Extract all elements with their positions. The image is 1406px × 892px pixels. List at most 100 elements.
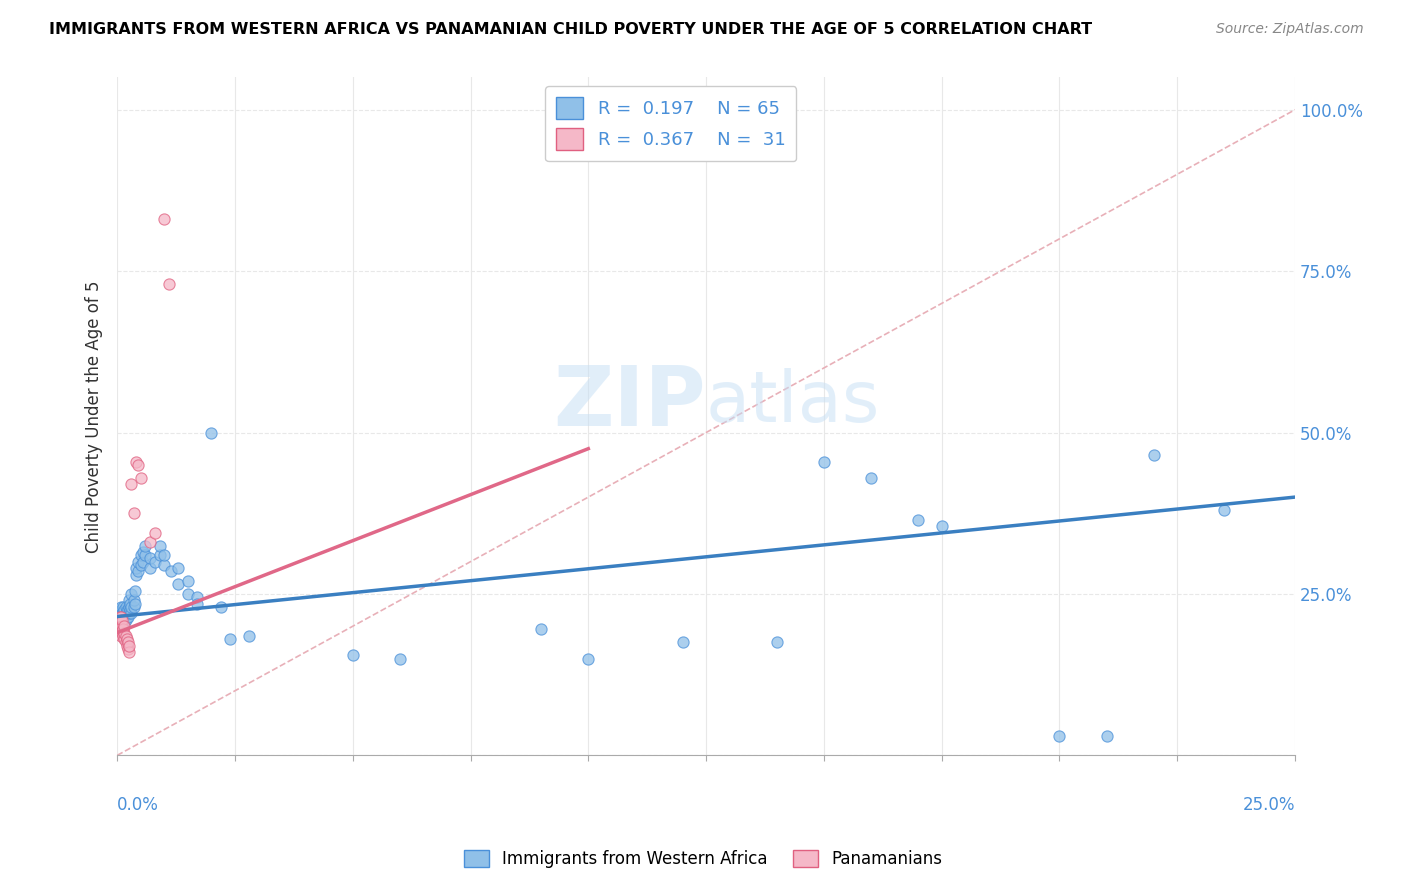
Point (110, 609, 132, 624)
Point (149, 539, 172, 553)
Point (111, 619, 134, 633)
Point (388, 651, 411, 665)
Point (110, 629, 132, 643)
Point (160, 565, 183, 579)
Point (115, 639, 138, 653)
Point (1049, 729, 1071, 743)
Point (127, 555, 149, 569)
Point (132, 545, 155, 559)
Point (765, 635, 787, 649)
Point (111, 623, 134, 637)
Point (124, 597, 146, 611)
Point (143, 525, 166, 540)
Point (132, 555, 155, 569)
Point (1143, 448, 1166, 462)
Point (114, 599, 136, 614)
Point (118, 639, 141, 653)
Point (118, 645, 141, 659)
Point (129, 548, 152, 562)
Text: atlas: atlas (706, 368, 880, 437)
Text: 0.0%: 0.0% (117, 796, 159, 814)
Point (186, 597, 208, 611)
Point (114, 613, 136, 627)
Point (120, 477, 142, 491)
Point (127, 565, 149, 579)
Point (111, 599, 134, 614)
Point (114, 629, 136, 643)
Point (931, 519, 953, 533)
Text: Source: ZipAtlas.com: Source: ZipAtlas.com (1216, 22, 1364, 37)
Point (129, 471, 152, 485)
Point (200, 425, 222, 440)
Point (859, 471, 882, 485)
Point (120, 599, 142, 614)
Point (907, 513, 929, 527)
Point (1095, 729, 1118, 743)
Point (129, 558, 152, 572)
Point (111, 609, 134, 624)
Point (157, 277, 180, 291)
Point (114, 607, 136, 621)
Point (112, 609, 135, 624)
Point (117, 635, 139, 649)
Point (114, 635, 136, 649)
Point (125, 567, 148, 582)
Point (139, 561, 162, 575)
Legend: Immigrants from Western Africa, Panamanians: Immigrants from Western Africa, Panamani… (457, 843, 949, 875)
Text: 25.0%: 25.0% (1243, 796, 1295, 814)
Legend: R =  0.197    N = 65, R =  0.367    N =  31: R = 0.197 N = 65, R = 0.367 N = 31 (546, 87, 796, 161)
Point (167, 561, 190, 575)
Point (112, 619, 135, 633)
Point (111, 615, 134, 630)
Point (108, 615, 131, 630)
Point (122, 599, 145, 614)
Point (177, 574, 200, 588)
Point (576, 651, 599, 665)
Point (219, 632, 242, 647)
Text: ZIP: ZIP (554, 362, 706, 443)
Point (153, 548, 176, 562)
Point (153, 558, 176, 572)
Point (112, 625, 135, 640)
Point (111, 613, 134, 627)
Point (238, 629, 260, 643)
Point (110, 623, 132, 637)
Point (115, 632, 138, 647)
Point (530, 623, 553, 637)
Point (167, 577, 190, 591)
Point (110, 619, 132, 633)
Point (139, 535, 162, 549)
Point (108, 609, 131, 624)
Point (124, 583, 146, 598)
Point (111, 623, 134, 637)
Point (118, 607, 141, 621)
Point (117, 641, 139, 656)
Point (108, 623, 131, 637)
Point (153, 212, 176, 227)
Point (118, 599, 141, 614)
Point (110, 603, 132, 617)
Y-axis label: Child Poverty Under the Age of 5: Child Poverty Under the Age of 5 (86, 280, 103, 553)
Point (115, 609, 138, 624)
Point (112, 632, 135, 647)
Point (111, 619, 134, 633)
Point (125, 454, 148, 468)
Point (149, 548, 172, 562)
Point (143, 555, 166, 569)
Point (111, 629, 134, 643)
Point (122, 593, 145, 607)
Text: IMMIGRANTS FROM WESTERN AFRICA VS PANAMANIAN CHILD POVERTY UNDER THE AGE OF 5 CO: IMMIGRANTS FROM WESTERN AFRICA VS PANAMA… (49, 22, 1092, 37)
Point (671, 635, 693, 649)
Point (125, 561, 148, 575)
Point (120, 603, 142, 617)
Point (209, 599, 232, 614)
Point (117, 603, 139, 617)
Point (110, 609, 132, 624)
Point (122, 506, 145, 520)
Point (120, 597, 142, 611)
Point (111, 613, 134, 627)
Point (139, 551, 162, 566)
Point (118, 593, 141, 607)
Point (110, 599, 132, 614)
Point (1213, 503, 1236, 517)
